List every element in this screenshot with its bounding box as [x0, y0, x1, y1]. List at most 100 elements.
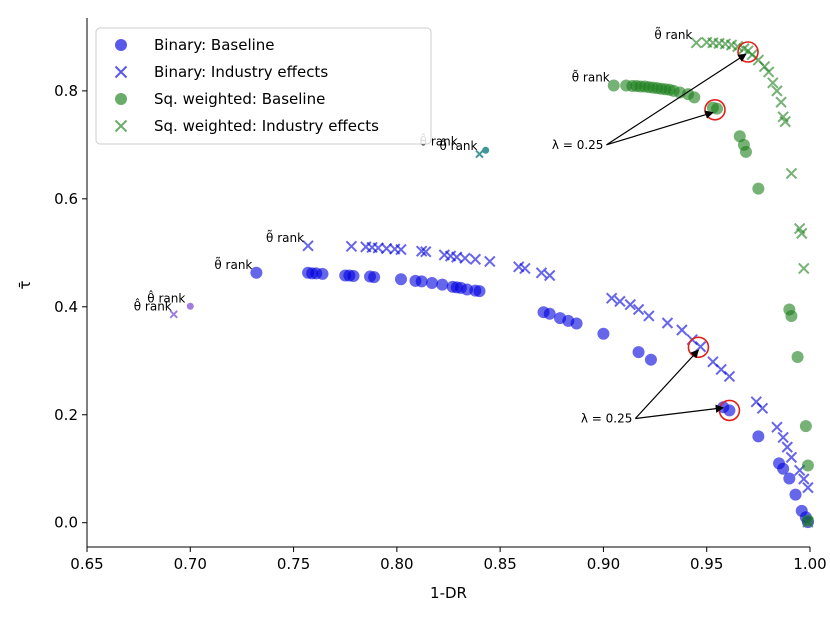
data-point — [739, 145, 752, 158]
data-point — [597, 327, 610, 340]
x-marker-stroke — [661, 317, 674, 329]
x-tick-label: 0.65 — [70, 555, 103, 573]
data-points — [169, 36, 814, 529]
data-point — [802, 481, 814, 494]
x-marker-stroke — [690, 37, 703, 49]
legend-marker — [114, 119, 128, 133]
legend-box — [95, 27, 432, 145]
data-point — [614, 295, 626, 308]
y-tick-label: 0.4 — [54, 298, 78, 316]
x-marker-stroke — [535, 267, 548, 279]
data-point — [316, 267, 329, 280]
y-tick-label: 0.6 — [54, 190, 78, 208]
legend-entry: Sq. weighted: Industry effects — [154, 117, 379, 135]
y-axis-label: τ̄ — [16, 280, 34, 289]
annotation-arrow — [606, 110, 714, 146]
data-point — [789, 488, 802, 501]
x-marker-stroke — [420, 246, 432, 258]
x-marker-stroke — [802, 516, 814, 528]
x-marker-stroke — [632, 303, 645, 316]
data-point — [415, 245, 428, 257]
x-marker-stroke — [771, 85, 783, 97]
x-marker-stroke — [762, 66, 775, 78]
point-label: θ̃ rank — [266, 230, 304, 245]
data-point — [661, 317, 674, 329]
data-point — [798, 473, 810, 485]
data-point — [519, 262, 531, 275]
x-marker-stroke — [345, 240, 358, 253]
x-marker-stroke — [395, 243, 407, 256]
data-point — [544, 269, 556, 282]
x-marker-stroke — [484, 255, 496, 268]
annotation-arrow — [635, 404, 725, 420]
data-point — [711, 102, 724, 115]
data-point — [459, 252, 471, 264]
data-point — [420, 246, 432, 258]
legend-marker — [115, 93, 127, 105]
data-point — [345, 240, 358, 253]
data-point — [676, 324, 688, 336]
data-point — [775, 96, 787, 108]
point-label: θ̃ rank — [214, 257, 252, 272]
series-1 — [302, 240, 814, 494]
legend-entry: Binary: Baseline — [154, 36, 275, 54]
data-point — [535, 267, 548, 279]
data-point — [469, 253, 482, 265]
data-point — [785, 167, 798, 180]
data-point — [799, 420, 812, 433]
point-label: θ̃ rank — [654, 27, 692, 42]
x-marker-stroke — [767, 77, 779, 89]
point-label: θ̂ rank — [147, 289, 185, 305]
data-point — [473, 285, 486, 298]
data-point — [767, 77, 779, 89]
x-marker-stroke — [798, 473, 810, 485]
data-point — [791, 350, 804, 363]
axes: 0.65 0.70 0.75 0.80 0.85 0.90 0.95 1.00 0.0 0.2 0.… — [54, 18, 827, 573]
x-axis-label: 1-DR — [430, 584, 467, 602]
data-point — [779, 115, 791, 128]
x-marker-stroke — [544, 269, 556, 282]
series-0 — [250, 266, 814, 529]
x-marker-stroke — [785, 167, 798, 180]
data-point — [771, 421, 783, 433]
x-marker-stroke — [756, 402, 769, 414]
data-point — [570, 317, 583, 330]
legend: Binary: Baseline Binary: Industry effects… — [95, 27, 432, 145]
data-point — [425, 277, 438, 290]
data-point — [752, 182, 765, 195]
x-marker-stroke — [802, 481, 814, 494]
x-marker-stroke — [723, 370, 736, 383]
data-point — [632, 346, 645, 359]
data-point — [802, 516, 814, 528]
y-tick-label: 0.0 — [54, 514, 78, 532]
legend-entry: Sq. weighted: Baseline — [154, 90, 325, 108]
extra-point — [186, 302, 194, 310]
data-point — [688, 91, 701, 104]
y-tick-label: 0.2 — [54, 406, 78, 424]
highlight-circle — [737, 41, 759, 63]
data-point — [690, 37, 703, 49]
legend-marker — [115, 39, 127, 51]
data-point — [756, 402, 769, 414]
x-marker-stroke — [459, 252, 471, 264]
data-point — [801, 459, 814, 472]
data-point — [643, 310, 655, 322]
data-point — [723, 370, 736, 383]
x-tick-label: 0.85 — [483, 555, 516, 573]
x-tick-label: 1.00 — [793, 555, 826, 573]
data-point — [785, 309, 798, 322]
data-point — [783, 472, 796, 485]
data-point — [605, 292, 618, 304]
x-marker-stroke — [519, 262, 531, 275]
x-marker-stroke — [775, 96, 787, 108]
x-marker-stroke — [302, 240, 314, 252]
lambda-annotation: λ = 0.25 — [552, 138, 604, 152]
extra-point — [475, 149, 484, 159]
x-marker-stroke — [469, 253, 482, 265]
highlight-circle — [687, 336, 710, 359]
data-point — [777, 431, 789, 444]
x-marker-stroke — [694, 341, 707, 353]
x-tick-label: 0.90 — [587, 555, 620, 573]
data-point — [624, 298, 636, 311]
